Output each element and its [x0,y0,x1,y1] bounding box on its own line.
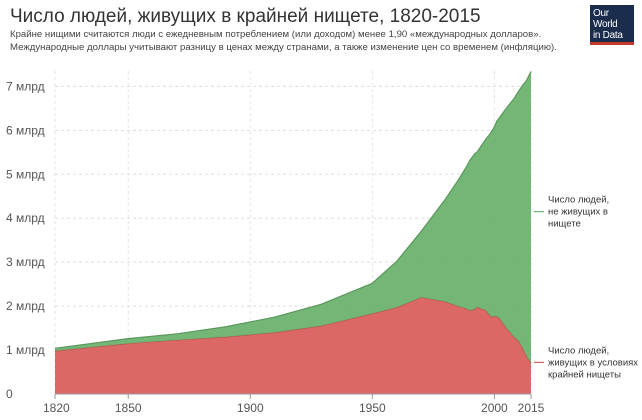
legend-label: крайней нищеты [548,369,621,380]
x-tick-label: 1820 [43,401,70,415]
logo-line-2: in Data [593,30,623,41]
legend-label: нищете [548,219,581,230]
series-area-1 [55,297,531,394]
y-tick-label: 7 млрд [6,79,45,93]
chart-subtitle: Крайне нищими считаются люди с ежедневны… [10,29,557,54]
x-tick-label: 2015 [518,401,545,415]
y-tick-label: 5 млрд [6,167,45,181]
y-tick-label: 6 млрд [6,123,45,137]
axes: 0 1 млрд 2 млрд 3 млрд 4 млрд 5 млрд 6 млрд 7 м… [6,79,545,415]
subtitle-line-1: Крайне нищими считаются люди с ежедневны… [10,29,542,40]
x-tick-label: 1850 [115,401,142,415]
series-line-2 [54,71,532,349]
legend-label: Число людей, [548,195,609,206]
chart-title: Число людей, живущих в крайней нищете, 1… [10,6,481,27]
x-tick-label: 1900 [237,401,264,415]
subtitle-line-2: Международные доллары учитывают разницу … [10,41,557,53]
series-area-2 [55,71,531,364]
legend-label: живущих в условиях [548,357,638,368]
areas [54,71,532,394]
owid-logo[interactable]: Our World in Data [590,5,634,45]
y-tick-label: 4 млрд [6,211,45,225]
y-tick-label: 0 [6,387,13,401]
logo-underline [590,42,634,45]
x-tick-label: 1950 [359,401,386,415]
logo-line-1: Our World [593,8,618,30]
legend-label: Число людей, [548,345,609,356]
x-tick-label: 2000 [481,401,508,415]
y-tick-label: 1 млрд [6,343,45,357]
legend-label: не живущих в [548,207,608,218]
y-tick-label: 3 млрд [6,255,45,269]
y-tick-label: 2 млрд [6,299,45,313]
